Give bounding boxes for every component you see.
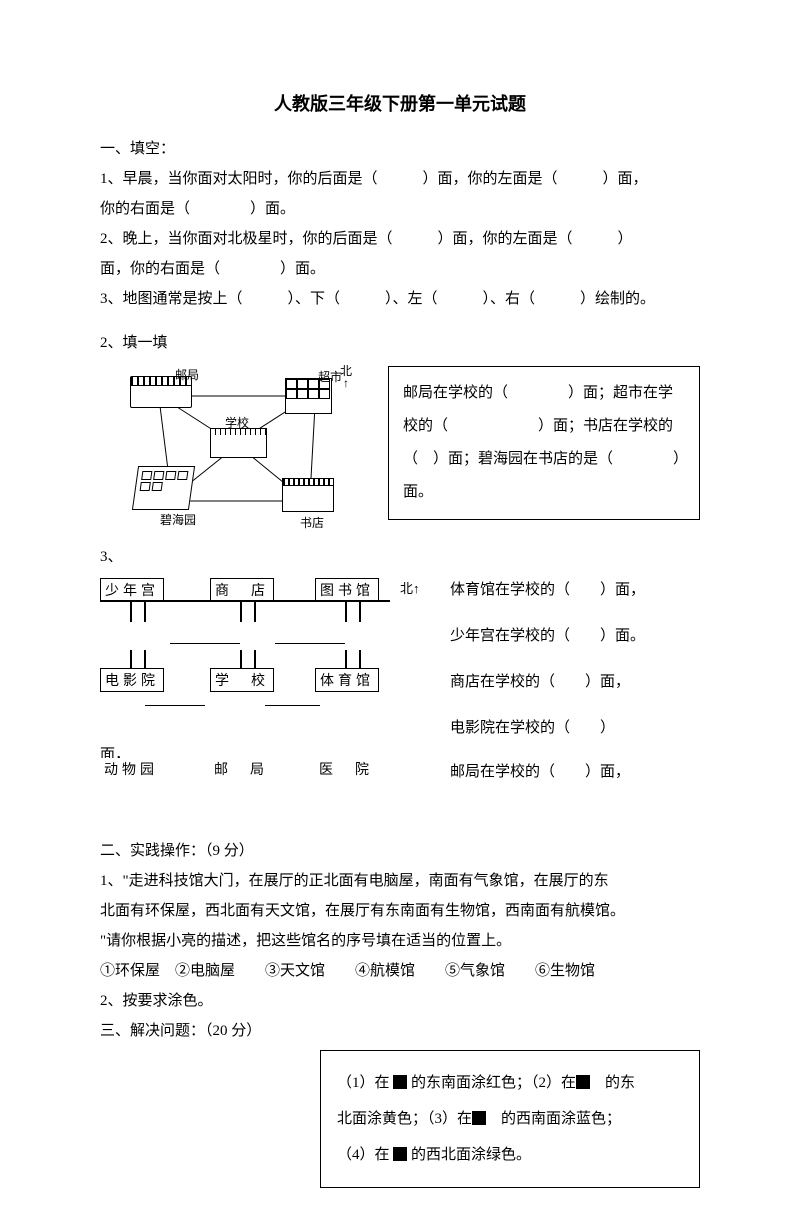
building-bookstore	[282, 478, 334, 512]
cell-r1c3: 图书馆	[315, 578, 379, 602]
section2-row: 北 ↑ 邮局 超市 学校	[100, 366, 700, 536]
square-icon	[576, 1075, 590, 1089]
cell-r2c1: 电影院	[100, 668, 164, 692]
s4-l1: 1、"走进科技馆大门，在展厅的正北面有电脑屋，南面有气象馆，在展厅的东	[100, 866, 700, 896]
label-bookstore: 书店	[300, 514, 324, 531]
cell-r2c2: 学 校	[210, 668, 274, 692]
q3-line: 3、地图通常是按上（ ）、下（ ）、左（ ）、右（ ）绘制的。	[100, 284, 700, 314]
cell-r2c3: 体育馆	[315, 668, 379, 692]
cb-l2a: 北面涂黄色；（3）在	[337, 1111, 472, 1127]
section3-wrapper: 少年宫 商 店 图书馆 电影院 学 校 体育馆 动物园 邮 局 医 院	[100, 578, 700, 818]
label-school: 学校	[225, 414, 249, 431]
cell-r1c2: 商 店	[210, 578, 274, 602]
section2-heading: 2、填一填	[100, 328, 700, 358]
cb-l2b: 的西南面涂蓝色；	[486, 1111, 621, 1127]
s4-l2: 北面有环保屋，西北面有天文馆，在展厅有东南面有生物馆，西南面有航模馆。	[100, 896, 700, 926]
cb-l3a: （4）在	[337, 1147, 393, 1163]
grid-r5: 邮局在学校的（ ）面，	[450, 760, 630, 781]
square-icon	[393, 1147, 407, 1161]
building-school	[210, 428, 267, 458]
grid-r1: 体育馆在学校的（ ）面，	[450, 578, 645, 599]
section3-heading: 3、	[100, 542, 700, 572]
cb-l1a: （1）在	[337, 1075, 393, 1091]
section4-heading: 二、实践操作：（9 分）	[100, 836, 700, 866]
label-post: 邮局	[175, 366, 199, 383]
s4-l3: "请你根据小亮的描述，把这些馆名的序号填在适当的位置上。	[100, 926, 700, 956]
section1-heading: 一、填空：	[100, 134, 700, 164]
cb-l3b: 的西北面涂绿色。	[407, 1147, 531, 1163]
q2-line2: 面，你的右面是（ ）面。	[100, 254, 700, 284]
grid-r2: 少年宫在学校的（ ）面。	[450, 624, 645, 645]
square-icon	[472, 1111, 486, 1125]
q1-line2: 你的右面是（ ）面。	[100, 194, 700, 224]
grid-diagram: 少年宫 商 店 图书馆 电影院 学 校 体育馆 动物园 邮 局 医 院	[100, 578, 660, 798]
color-instructions-box: （1）在 的东南面涂红色；（2）在 的东 北面涂黄色；（3）在 的西南面涂蓝色；…	[320, 1050, 700, 1188]
grid-north: 北↑	[400, 578, 420, 597]
label-bihai: 碧海园	[160, 511, 196, 528]
cell-r3c1: 动物园	[100, 758, 162, 780]
label-market: 超市	[318, 368, 342, 385]
cell-r3c2: 邮 局	[210, 758, 272, 780]
s4-options: ①环保屋 ②电脑屋 ③天文馆 ④航模馆 ⑤气象馆 ⑥生物馆	[100, 956, 700, 986]
q1-line1: 1、早晨，当你面对太阳时，你的后面是（ ）面，你的左面是（ ）面，	[100, 164, 700, 194]
cb-l1b: 的东南面涂红色；（2）在	[407, 1075, 576, 1091]
square-icon	[393, 1075, 407, 1089]
map-diagram: 北 ↑ 邮局 超市 学校	[100, 366, 370, 536]
section2-fillbox: 邮局在学校的（ ）面；超市在学校的（ ）面；书店在学校的（ ）面；碧海园在书店的…	[388, 366, 700, 520]
building-bihai	[132, 466, 195, 510]
q2-line1: 2、晚上，当你面对北极星时，你的后面是（ ）面，你的左面是（ ）	[100, 224, 700, 254]
cell-r3c3: 医 院	[315, 758, 377, 780]
page-title: 人教版三年级下册第一单元试题	[100, 90, 700, 116]
north-arrow-icon: ↑	[343, 376, 349, 391]
s4-q2: 2、按要求涂色。	[100, 986, 700, 1016]
section5-heading: 三、解决问题：（20 分）	[100, 1016, 700, 1046]
cb-l1c: 的东	[590, 1075, 635, 1091]
grid-r4: 电影院在学校的（ ）	[450, 716, 615, 737]
cell-r1c1: 少年宫	[100, 578, 164, 602]
grid-r3: 商店在学校的（ ）面，	[450, 670, 630, 691]
